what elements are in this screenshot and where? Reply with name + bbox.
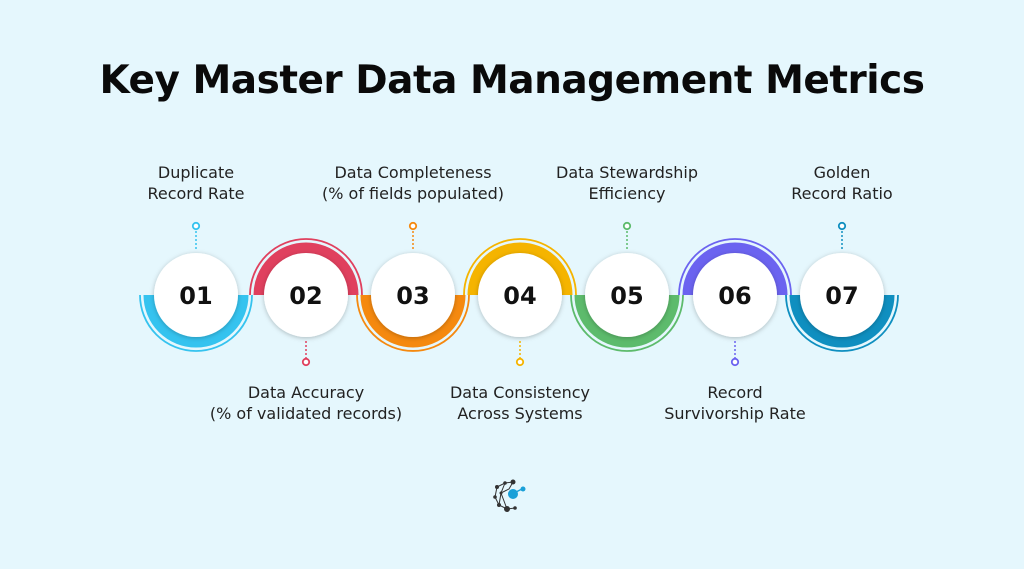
number-circle	[800, 253, 884, 337]
step-label-03: Data Completeness (% of fields populated)	[303, 162, 523, 204]
outer-ring-arc	[463, 238, 577, 296]
step-01: 01	[139, 221, 253, 352]
label-line: Efficiency	[588, 184, 666, 203]
step-label-01: Duplicate Record Rate	[86, 162, 306, 204]
label-line: Record Rate	[147, 184, 245, 203]
number-circle	[478, 253, 562, 337]
progress-arc	[789, 294, 895, 348]
label-line: Data Accuracy	[247, 383, 365, 402]
progress-arc	[143, 294, 249, 348]
number-circle	[693, 253, 777, 337]
step-label-07: Golden Record Ratio	[732, 162, 952, 204]
label-line: Across Systems	[457, 404, 583, 423]
step-label-04: Data Consistency Across Systems	[410, 382, 630, 424]
outer-ring-arc	[356, 294, 470, 352]
label-line: (% of validated records)	[209, 404, 403, 423]
page-title: Key Master Data Management Metrics	[99, 58, 925, 103]
label-line: Data Consistency	[449, 383, 591, 402]
step-number: 02	[289, 282, 322, 310]
step-04: 04	[463, 238, 577, 367]
label-line: Data Stewardship	[556, 163, 698, 182]
progress-arc	[574, 294, 680, 348]
step-number: 03	[396, 282, 429, 310]
label-line: Golden	[813, 163, 871, 182]
step-03: 03	[356, 221, 470, 352]
outer-ring-arc	[785, 294, 899, 352]
connector-dot	[191, 221, 201, 231]
outer-ring-arc	[139, 294, 253, 352]
connector-dot	[301, 357, 311, 367]
connector-dot	[408, 221, 418, 231]
connector-dot	[730, 357, 740, 367]
step-label-02: Data Accuracy (% of validated records)	[196, 382, 416, 424]
number-circle	[154, 253, 238, 337]
connector-dot	[837, 221, 847, 231]
progress-arc	[360, 294, 466, 348]
label-line: Duplicate	[157, 163, 235, 182]
step-number: 04	[503, 282, 536, 310]
step-02: 02	[249, 238, 363, 367]
network-nodes-logo	[493, 479, 526, 512]
connector-dot	[622, 221, 632, 231]
step-number: 07	[825, 282, 858, 310]
label-line: Record	[707, 383, 763, 402]
step-label-05: Data Stewardship Efficiency	[517, 162, 737, 204]
number-circle	[371, 253, 455, 337]
label-line: Survivorship Rate	[664, 404, 806, 423]
step-number: 01	[179, 282, 212, 310]
label-line: Data Completeness	[334, 163, 492, 182]
number-circle	[264, 253, 348, 337]
outer-ring-arc	[249, 238, 363, 296]
number-circle	[585, 253, 669, 337]
outer-ring-arc	[678, 238, 792, 296]
step-label-06: Record Survivorship Rate	[625, 382, 845, 424]
label-line: Record Ratio	[791, 184, 893, 203]
outer-ring-arc	[570, 294, 684, 352]
step-number: 05	[610, 282, 643, 310]
step-06: 06	[678, 238, 792, 367]
progress-arc	[467, 242, 573, 296]
step-05: 05	[570, 221, 684, 352]
progress-arc	[682, 242, 788, 296]
label-line: (% of fields populated)	[322, 184, 504, 203]
progress-arc	[253, 242, 359, 296]
connector-dot	[515, 357, 525, 367]
step-number: 06	[718, 282, 751, 310]
step-07: 07	[785, 221, 899, 352]
